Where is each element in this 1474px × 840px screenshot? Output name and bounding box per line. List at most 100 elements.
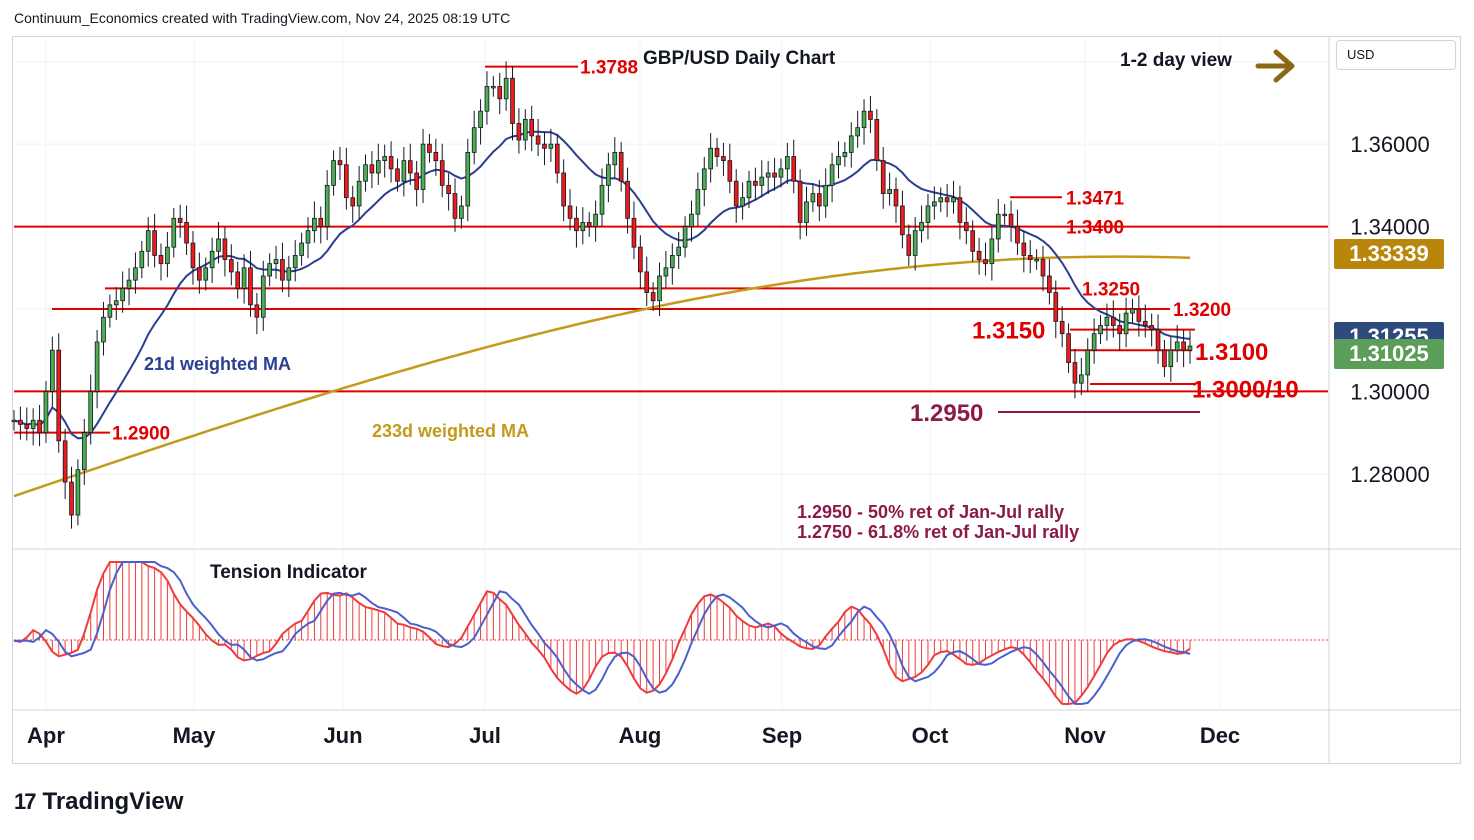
candle-body — [388, 156, 394, 170]
candle-body — [152, 230, 157, 256]
candle-body — [567, 205, 573, 219]
candle-body — [746, 180, 752, 199]
candle-body — [778, 168, 784, 178]
candle-body — [407, 160, 413, 174]
candle-body — [324, 184, 330, 227]
candle-body — [62, 440, 68, 483]
candle-body — [248, 267, 253, 306]
candle-body — [171, 217, 177, 248]
candle-body — [925, 205, 931, 223]
time-tick-label: Jul — [469, 723, 501, 748]
candle-body — [350, 197, 356, 207]
candle-body — [139, 250, 145, 269]
candle-body — [1117, 325, 1123, 335]
candle-body — [535, 135, 541, 145]
price-tag-ma233: 1.33339 — [1334, 238, 1444, 269]
candle-body — [791, 156, 797, 182]
note-618-ret: 1.2750 - 61.8% ret of Jan-Jul rally — [797, 522, 1079, 542]
candle-body — [785, 156, 790, 170]
candle-body — [1130, 308, 1135, 314]
candle-body — [765, 172, 771, 178]
candle-body — [228, 259, 234, 273]
candle-body — [18, 419, 23, 425]
candle-body — [644, 271, 650, 293]
candle-body — [944, 197, 950, 203]
candle-body — [733, 180, 739, 207]
candle-body — [497, 86, 503, 100]
candle-body — [836, 156, 841, 166]
level-label-13471: 1.3471 — [1066, 188, 1125, 209]
candle-body — [874, 119, 880, 162]
price-tag-last: 1.31025 — [1334, 339, 1444, 370]
candle-body — [542, 143, 547, 149]
candle-body — [107, 304, 113, 318]
tradingview-logo[interactable]: 17 TradingView — [14, 788, 183, 816]
candle-body — [631, 217, 637, 248]
candle-body — [478, 110, 483, 129]
candle-body — [222, 238, 228, 260]
candle-body — [1047, 275, 1052, 293]
candle-body — [1008, 213, 1014, 227]
price-tick-label: 1.30000 — [1350, 379, 1430, 404]
candle-body — [94, 341, 100, 392]
candle-body — [1015, 226, 1020, 244]
candle-body — [714, 147, 720, 157]
candle-body — [280, 259, 285, 281]
candle-body — [906, 234, 912, 256]
candle-body — [695, 189, 701, 215]
candle-body — [618, 151, 624, 182]
candle-body — [184, 222, 189, 244]
candle-body — [823, 184, 829, 207]
candle-body — [299, 242, 304, 256]
candle-body — [912, 230, 918, 256]
candle-body — [957, 197, 963, 223]
tension-line — [13, 561, 1191, 706]
candle-body — [522, 119, 528, 141]
candle-body — [574, 217, 579, 232]
candle-body — [375, 160, 381, 174]
candle-body — [209, 250, 215, 269]
time-tick-label: Oct — [912, 723, 949, 748]
level-label-13000: 1.3000/10 — [1192, 376, 1299, 403]
note-50-ret: 1.2950 - 50% ret of Jan-Jul rally — [797, 502, 1064, 522]
candle-body — [1136, 308, 1142, 322]
candle-body — [1040, 259, 1046, 277]
candle-body — [484, 86, 490, 112]
candle-body — [50, 349, 55, 392]
candle-body — [331, 160, 336, 186]
candle-body — [420, 143, 426, 190]
candle-body — [650, 292, 656, 302]
candle-body — [880, 160, 886, 194]
price-tick-label: 1.28000 — [1350, 462, 1430, 487]
candle-body — [1181, 341, 1186, 351]
candle-body — [963, 222, 969, 232]
candle-body — [254, 304, 260, 318]
candle-body — [638, 246, 643, 273]
candle-body — [37, 419, 42, 434]
candle-body — [1110, 316, 1116, 326]
chart-frame — [12, 36, 1461, 764]
currency-button[interactable]: USD — [1336, 40, 1456, 70]
ma21-label: 21d weighted MA — [144, 354, 291, 374]
candle-body — [414, 172, 419, 190]
candle-body — [989, 238, 995, 265]
candle-body — [1072, 362, 1078, 384]
time-tick-label: May — [173, 723, 217, 748]
level-label-13200: 1.3200 — [1173, 300, 1231, 321]
candle-body — [30, 419, 36, 429]
candle-body — [855, 127, 860, 137]
candle-body — [599, 184, 605, 215]
candle-body — [727, 160, 733, 182]
candle-body — [452, 193, 458, 219]
candle-body — [606, 164, 611, 186]
time-tick-label: Dec — [1200, 723, 1240, 748]
candle-body — [120, 287, 125, 302]
candle-body — [548, 143, 554, 149]
candle-body — [919, 222, 924, 232]
candle-body — [816, 193, 822, 207]
candle-body — [190, 242, 196, 269]
tradingview-mark-icon: 17 — [14, 789, 37, 814]
candle-body — [1079, 374, 1084, 384]
candle-body — [101, 316, 106, 343]
